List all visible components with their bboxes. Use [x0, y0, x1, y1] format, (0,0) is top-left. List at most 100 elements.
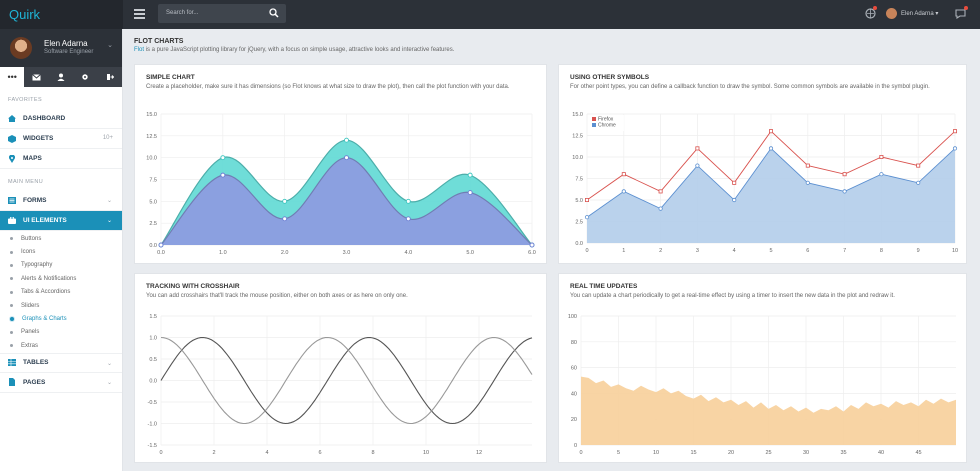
- data-point: [220, 172, 226, 178]
- x-tick-label: 12: [476, 450, 482, 456]
- data-point: [805, 180, 810, 185]
- y-tick-label: 5.0: [149, 199, 157, 205]
- sidebar-subitem-label: Graphs & Charts: [22, 316, 67, 323]
- brand-logo[interactable]: Quirk: [0, 0, 123, 29]
- sidebar-item-label: MAPS: [23, 155, 42, 162]
- series-area: [581, 376, 956, 445]
- crosshair-chart-panel: TRACKING WITH CROSSHAIR You can add cros…: [134, 273, 547, 463]
- chevron-down-icon[interactable]: ⌄: [107, 42, 113, 49]
- top-bar: Quirk Search for... Elen Adarna ▾: [0, 0, 980, 29]
- sidebar-subitem-label: Tabs & Accordions: [21, 289, 71, 296]
- chat-icon[interactable]: [955, 8, 968, 19]
- sidebar-subitem[interactable]: Panels: [0, 326, 122, 339]
- data-point: [658, 206, 663, 211]
- panel-title: USING OTHER SYMBOLS: [570, 74, 650, 81]
- sidebar-subitem-label: Buttons: [21, 235, 42, 242]
- data-point: [916, 163, 921, 168]
- data-point: [344, 155, 349, 161]
- bullet-icon: [10, 277, 13, 281]
- globe-notification-icon[interactable]: [865, 8, 876, 19]
- avatar: [10, 37, 32, 59]
- sidebar-subitem[interactable]: Graphs & Charts: [0, 312, 122, 325]
- sidebar-item-tables[interactable]: TABLES ⌄: [0, 352, 122, 373]
- avatar[interactable]: [886, 8, 897, 19]
- search-icon[interactable]: [269, 8, 279, 18]
- flot-link[interactable]: Flot: [134, 47, 145, 53]
- simple-chart[interactable]: 0.0 2.5 5.0 7.5 10.0 12.5 15.0 0.0 1.0 2.0 3.0 4.0 5…: [135, 101, 546, 271]
- data-point: [584, 215, 590, 220]
- y-tick-label: 60: [571, 366, 577, 372]
- legend-label: Chrome: [598, 123, 616, 129]
- data-point: [282, 198, 288, 204]
- sidebar-subitem[interactable]: Tabs & Accordions: [0, 286, 122, 299]
- y-tick-label: -1.0: [148, 422, 157, 428]
- legend: [590, 115, 624, 131]
- sidebar-subitem[interactable]: Typography: [0, 259, 122, 272]
- y-tick-label: 0: [574, 443, 577, 449]
- chevron-down-icon: ▾: [935, 11, 939, 17]
- sidebar-item-label: DASHBOARD: [23, 115, 66, 122]
- sidebar-subitem[interactable]: Alerts & Notifications: [0, 272, 122, 285]
- sidebar-subitem[interactable]: Sliders: [0, 299, 122, 312]
- tab-messages[interactable]: [24, 67, 49, 87]
- profile-name: Elen Adarna: [44, 39, 88, 48]
- symbols-chart-panel: USING OTHER SYMBOLS For other point type…: [558, 64, 967, 264]
- realtime-chart[interactable]: 0 20 40 60 80 100 0 5 10 15 20 25 30 35 40 45: [559, 304, 966, 464]
- x-tick-label: 10: [952, 248, 958, 254]
- page-description: Flot is a pure JavaScript plotting libra…: [134, 47, 454, 53]
- chevron-down-icon: ⌄: [106, 360, 112, 367]
- data-point: [768, 146, 774, 151]
- panel-description: You can update a chart periodically to g…: [570, 293, 895, 299]
- data-point: [158, 242, 164, 248]
- x-tick-label: 4: [733, 248, 736, 254]
- user-icon: [57, 73, 65, 81]
- tab-logout[interactable]: [97, 67, 123, 87]
- main-menu-heading: MAIN MENU: [8, 179, 44, 185]
- sidebar-item-maps[interactable]: MAPS: [0, 149, 122, 169]
- series-area: [161, 157, 532, 245]
- y-tick-label: 10.0: [572, 155, 583, 161]
- bullet-icon: [10, 304, 13, 308]
- data-point: [879, 172, 884, 177]
- crosshair-chart[interactable]: -1.5 -1.0 -0.5 0.0 0.5 1.0 1.5 0 2 4 6 8 10 12: [135, 304, 546, 464]
- sidebar-subitem[interactable]: Icons: [0, 245, 122, 258]
- data-point: [584, 198, 589, 203]
- sign-out-icon: [106, 74, 114, 80]
- x-tick-label: 7: [843, 248, 846, 254]
- y-tick-label: 2.5: [575, 220, 583, 226]
- x-tick-label: 10: [653, 450, 659, 456]
- search-input[interactable]: Search for...: [158, 4, 286, 23]
- bullet-icon: [10, 263, 13, 267]
- tab-settings[interactable]: [73, 67, 98, 87]
- sidebar-item-dashboard[interactable]: DASHBOARD: [0, 109, 122, 129]
- tab-users[interactable]: [48, 67, 74, 87]
- sidebar-subitem[interactable]: Buttons: [0, 232, 122, 245]
- profile-card[interactable]: Elen Adarna Software Engineer ⌄: [0, 29, 122, 67]
- sidebar-item-label: FORMS: [23, 197, 47, 204]
- user-menu[interactable]: Elen Adarna ▾: [901, 10, 938, 17]
- chat-badge: [964, 6, 968, 10]
- series-line: [160, 336, 533, 425]
- x-tick-label: 1: [622, 248, 625, 254]
- x-tick-label: 0: [579, 450, 582, 456]
- sidebar-item-forms[interactable]: FORMS ⌄: [0, 191, 122, 211]
- username-label: Elen Adarna: [901, 11, 934, 17]
- data-point: [467, 172, 473, 178]
- sidebar-item-widgets[interactable]: WIDGETS 10+: [0, 129, 122, 149]
- home-icon: [8, 115, 16, 123]
- realtime-chart-panel: REAL TIME UPDATES You can update a chart…: [558, 273, 967, 463]
- menu-toggle-icon[interactable]: [134, 9, 145, 19]
- tab-menu[interactable]: •••: [0, 67, 25, 87]
- x-tick-label: 6: [318, 450, 321, 456]
- sidebar-item-ui-elements[interactable]: UI ELEMENTS ⌄: [0, 211, 122, 231]
- x-tick-label: 30: [803, 450, 809, 456]
- symbols-chart[interactable]: 0.0 2.5 5.0 7.5 10.0 12.5 15.0 0 1 2 3 4 5 6 7 8 9 10 Fire…: [559, 101, 966, 271]
- sidebar-tabs: •••: [0, 67, 123, 87]
- x-tick-label: 35: [840, 450, 846, 456]
- y-tick-label: 12.5: [572, 134, 583, 140]
- sidebar-item-pages[interactable]: PAGES ⌄: [0, 373, 122, 393]
- sidebar-subitem[interactable]: Extras: [0, 339, 122, 352]
- sidebar-subitem-label: Panels: [21, 329, 40, 336]
- notification-badge: [873, 6, 877, 10]
- data-point: [282, 216, 288, 222]
